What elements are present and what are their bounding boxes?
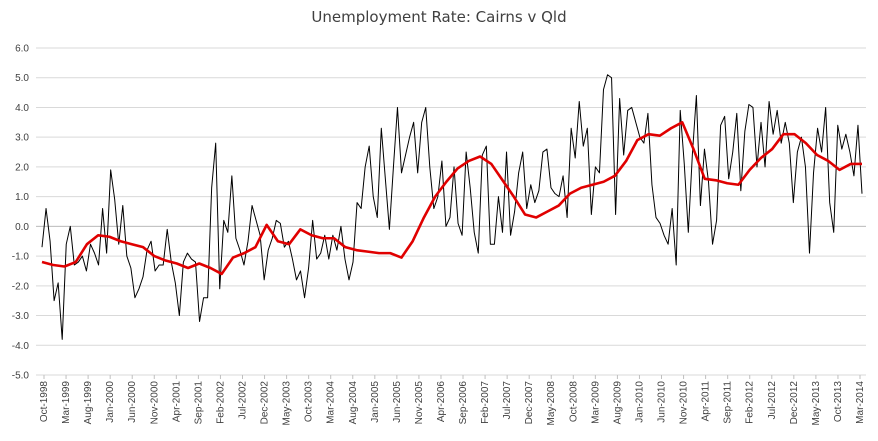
chart-title: Unemployment Rate: Cairns v Qld xyxy=(311,8,567,26)
y-tick-label: -3.0 xyxy=(12,311,30,322)
x-tick-label: Aug-2009 xyxy=(612,381,623,425)
x-tick-label: Jul-2007 xyxy=(502,381,513,420)
x-tick-label: Nov-2010 xyxy=(679,381,690,425)
x-tick-label: Aug-2004 xyxy=(348,381,359,425)
x-axis-labels: Oct-1998 Mar-1999 Aug-1999 Jan-2000 Jun-2000… xyxy=(39,375,866,425)
x-tick-label: Sep-2011 xyxy=(723,381,734,424)
x-tick-label: Oct-1998 xyxy=(39,381,50,423)
series-line-2 xyxy=(41,121,862,276)
x-tick-label: Jul-2002 xyxy=(237,381,248,420)
y-tick-label: -5.0 xyxy=(12,371,30,382)
x-tick-label: Dec-2012 xyxy=(789,381,800,425)
y-tick-label: -4.0 xyxy=(12,341,30,352)
x-tick-label: May-2003 xyxy=(282,381,293,426)
gridlines xyxy=(36,47,866,376)
y-tick-label: 1.0 xyxy=(15,192,29,203)
y-tick-label: -1.0 xyxy=(12,252,30,263)
x-tick-label: Oct-2008 xyxy=(568,381,579,423)
y-tick-label: -2.0 xyxy=(12,281,30,292)
x-tick-label: Apr-2006 xyxy=(436,381,447,423)
x-tick-label: Oct-2003 xyxy=(304,381,315,423)
x-tick-label: May-2013 xyxy=(811,381,822,426)
y-tick-label: 6.0 xyxy=(15,44,29,55)
x-tick-label: Mar-1999 xyxy=(61,381,72,424)
y-tick-label: 4.0 xyxy=(15,103,29,114)
x-tick-label: Jan-2005 xyxy=(370,381,381,423)
x-tick-label: Jul-2012 xyxy=(767,381,778,420)
x-tick-label: Sep-2006 xyxy=(458,381,469,425)
x-tick-label: Dec-2007 xyxy=(524,381,535,425)
x-tick-label: Aug-1999 xyxy=(83,381,94,425)
x-tick-label: Oct-2013 xyxy=(833,381,844,423)
x-tick-label: Jun-2010 xyxy=(657,381,668,423)
x-tick-label: Sep-2001 xyxy=(193,381,204,425)
x-tick-label: Apr-2011 xyxy=(701,381,712,422)
x-tick-label: Feb-2012 xyxy=(745,381,756,424)
y-tick-label: 0.0 xyxy=(15,222,29,233)
x-tick-label: Apr-2001 xyxy=(171,381,182,423)
x-tick-label: Mar-2009 xyxy=(590,381,601,424)
x-tick-label: Mar-2014 xyxy=(855,381,866,424)
series-layer xyxy=(41,74,863,340)
y-tick-label: 5.0 xyxy=(15,73,29,84)
x-tick-label: Jun-2005 xyxy=(392,381,403,423)
x-tick-label: Nov-2000 xyxy=(149,381,160,425)
x-tick-label: Jan-2010 xyxy=(634,381,645,423)
y-tick-label: 3.0 xyxy=(15,133,29,144)
x-tick-label: Feb-2002 xyxy=(215,381,226,424)
x-tick-label: Jan-2000 xyxy=(105,381,116,423)
x-tick-label: Jun-2000 xyxy=(127,381,138,423)
y-tick-label: 2.0 xyxy=(15,162,29,173)
x-tick-label: May-2008 xyxy=(546,381,557,426)
y-axis: 6.0 5.0 4.0 3.0 2.0 1.0 0.0 -1.0 -2.0 -3.0 -4.0 -5.… xyxy=(12,44,30,382)
x-tick-label: Nov-2005 xyxy=(414,381,425,425)
x-tick-label: Dec-2002 xyxy=(260,381,271,425)
x-tick-label: Feb-2007 xyxy=(480,381,491,424)
series-line-1 xyxy=(41,74,863,340)
x-tick-label: Mar-2004 xyxy=(326,381,337,424)
